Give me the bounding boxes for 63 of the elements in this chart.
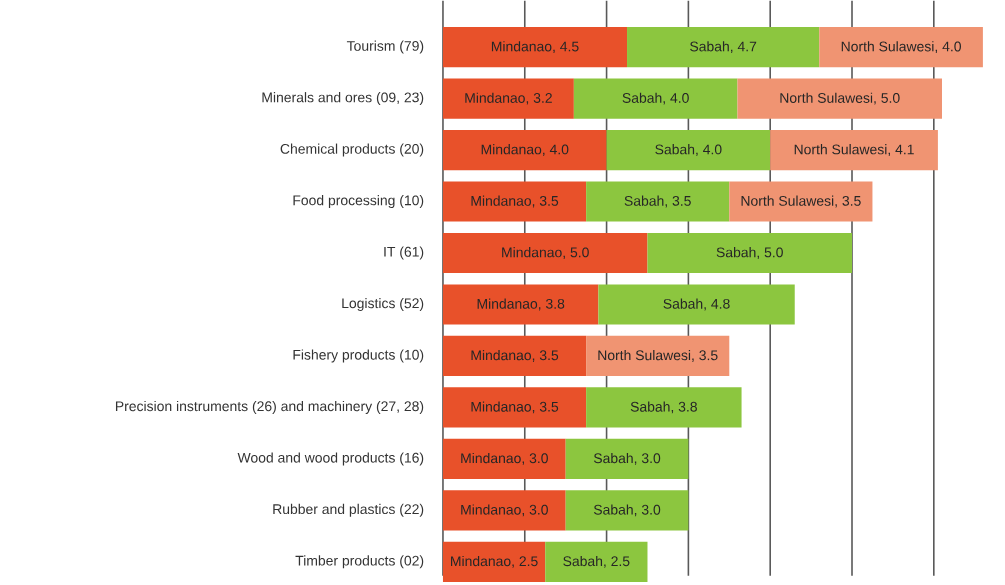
data-label: Mindanao, 3.5 — [471, 349, 559, 362]
bar — [442, 129, 607, 171]
y-tick-label: IT (61) — [384, 246, 424, 260]
data-label: North Sulawesi, 4.0 — [841, 41, 961, 53]
data-label: North Sulawesi, 5.0 — [780, 92, 900, 105]
data-label: North Sulawesi, 3.5 — [598, 349, 718, 362]
data-label: Mindanao, 3.5 — [471, 401, 559, 414]
data-label: Mindanao, 4.0 — [481, 144, 569, 156]
y-tick-label: Food processing (10) — [293, 194, 424, 208]
data-label: Sabah, 2.5 — [563, 555, 630, 568]
data-label: Sabah, 3.0 — [593, 452, 661, 465]
y-tick-label: Rubber and plastics (22) — [273, 503, 424, 517]
bar — [442, 541, 546, 582]
bar — [442, 78, 574, 119]
bar — [565, 490, 689, 531]
data-label: Sabah, 3.8 — [630, 401, 697, 414]
y-tick-label: Logistics (52) — [342, 297, 424, 311]
data-label: Mindanao, 3.8 — [477, 298, 565, 311]
y-tick-label: Chemical products (20) — [280, 143, 424, 157]
data-label: North Sulawesi, 3.5 — [741, 195, 861, 208]
bar — [606, 129, 771, 171]
bar — [819, 26, 983, 68]
bar — [442, 26, 628, 68]
data-label: Sabah, 4.0 — [622, 92, 689, 105]
bar — [442, 438, 566, 479]
bar — [737, 78, 942, 119]
data-label: Sabah, 3.0 — [593, 504, 661, 517]
data-label: Mindanao, 3.0 — [461, 452, 548, 465]
data-label: Mindanao, 4.5 — [491, 41, 579, 53]
bar — [647, 232, 853, 273]
y-tick-label: Fishery products (10) — [293, 349, 424, 363]
bar — [442, 232, 648, 273]
bar — [565, 438, 689, 479]
bar — [729, 181, 873, 222]
bar — [627, 26, 820, 68]
bar — [442, 490, 566, 531]
bar — [586, 181, 730, 222]
bar — [586, 335, 730, 376]
bar — [442, 387, 587, 428]
data-label: Mindanao, 2.5 — [451, 555, 538, 568]
bar — [573, 78, 738, 119]
data-label: Mindanao, 3.2 — [465, 92, 552, 105]
data-label: Mindanao, 3.0 — [461, 504, 548, 517]
data-label: Mindanao, 3.5 — [471, 195, 559, 208]
data-label: Sabah, 4.0 — [655, 144, 722, 156]
y-tick-label: Wood and wood products (16) — [237, 452, 424, 466]
y-tick-label: Tourism (79) — [346, 40, 424, 54]
data-label: Mindanao, 5.0 — [502, 246, 589, 259]
data-label: Sabah, 4.8 — [663, 298, 730, 311]
bar — [442, 181, 587, 222]
data-label: North Sulawesi, 4.1 — [794, 144, 914, 156]
bar — [442, 335, 587, 376]
bar — [598, 284, 795, 325]
y-tick-label: Timber products (02) — [295, 555, 424, 569]
bar — [770, 129, 938, 171]
y-tick-label: Minerals and ores (09, 23) — [262, 91, 424, 105]
bar — [586, 387, 742, 428]
data-label: Sabah, 4.7 — [690, 41, 757, 53]
bar — [442, 284, 599, 325]
data-label: Sabah, 5.0 — [716, 246, 783, 259]
y-tick-label: Precision instruments (26) and machinery (27, 28) — [115, 400, 424, 414]
data-label: Sabah, 3.5 — [624, 195, 691, 208]
bar — [545, 541, 648, 582]
